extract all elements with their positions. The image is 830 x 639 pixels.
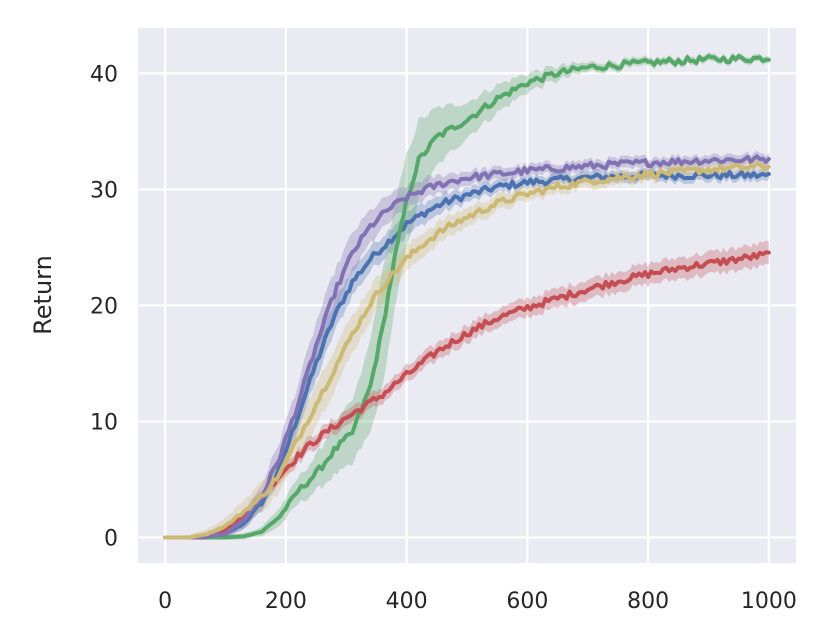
series-lines [163, 54, 771, 540]
x-tick-label: 800 [627, 589, 669, 614]
confidence-bands [165, 52, 769, 540]
x-tick-label: 200 [265, 589, 307, 614]
x-tick-label: 1000 [741, 589, 797, 614]
y-tick-label: 20 [90, 294, 118, 319]
y-tick-label: 30 [90, 178, 118, 203]
y-axis-title: Return [29, 255, 57, 335]
y-tick-label: 40 [90, 62, 118, 87]
series-line-3 [163, 154, 771, 540]
y-tick-label: 0 [104, 526, 118, 551]
plot-background [138, 28, 796, 563]
x-tick-label: 0 [158, 589, 172, 614]
series-line-4 [163, 161, 771, 540]
x-tick-label: 400 [386, 589, 428, 614]
tick-labels: 0 200 400 600 800 1000 0 10 20 30 40 [90, 62, 797, 614]
y-tick-label: 10 [90, 410, 118, 435]
x-tick-label: 600 [506, 589, 548, 614]
grid-lines [138, 28, 796, 563]
series-line-1 [163, 54, 771, 540]
series-band-2 [165, 240, 769, 540]
